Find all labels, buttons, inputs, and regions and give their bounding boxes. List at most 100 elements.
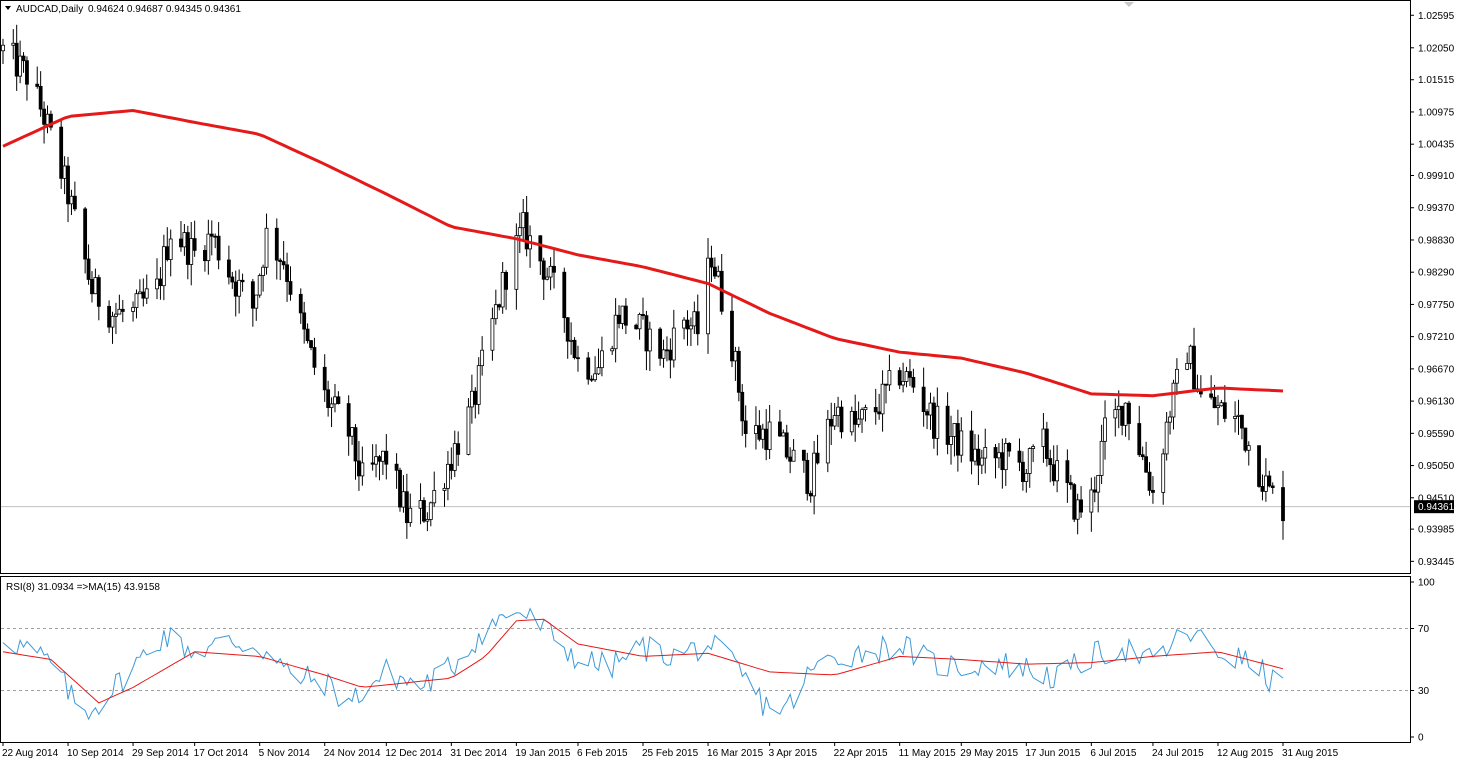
candle <box>466 398 471 456</box>
candle <box>240 273 245 292</box>
candle <box>877 393 882 420</box>
candle-body-bull <box>935 405 940 439</box>
candle-body-bear <box>740 391 745 422</box>
candle <box>644 310 649 371</box>
candle <box>1188 344 1193 370</box>
candle-body-bear <box>1222 402 1227 419</box>
candle-body-bull <box>1171 382 1176 418</box>
candle <box>1216 395 1220 426</box>
candle <box>565 317 570 359</box>
candle <box>49 110 53 131</box>
candle-body-bull <box>428 502 433 520</box>
candle-body-bear <box>312 347 317 368</box>
candle <box>805 452 810 501</box>
candle-body-bear <box>285 264 289 282</box>
candle <box>250 278 255 327</box>
candle-body-bear <box>524 212 529 250</box>
candle-body-bear <box>357 460 361 477</box>
candle-body-bull <box>432 490 437 504</box>
candle <box>1120 405 1125 436</box>
current-price-label: 0.94361 <box>1418 502 1455 513</box>
candle-body-bear <box>538 235 543 262</box>
candle <box>791 439 796 462</box>
candle <box>237 269 242 314</box>
time-tick-label: 3 Apr 2015 <box>769 748 818 759</box>
chart-shift-marker-icon[interactable] <box>1124 2 1134 7</box>
candle <box>757 410 762 442</box>
candle <box>209 220 214 256</box>
candle-body-bear <box>1020 461 1025 482</box>
candle-body-bull <box>161 246 166 287</box>
candle-body-bear <box>911 376 916 388</box>
candle-body-bear <box>784 432 789 458</box>
candle-body-bear <box>853 410 858 425</box>
price-tick-label: 0.98830 <box>1418 235 1455 246</box>
candle <box>671 309 676 368</box>
candle-body-bull <box>401 491 406 508</box>
candle-body-bear <box>623 305 628 326</box>
candle <box>767 404 772 460</box>
candle <box>665 336 669 362</box>
candle-body-bear <box>945 405 950 445</box>
candle <box>1079 486 1083 518</box>
candle-body-bull <box>1168 416 1172 423</box>
candle-body-bear <box>213 235 218 238</box>
candle <box>137 279 142 295</box>
candle-body-bull <box>264 227 269 268</box>
candle <box>278 258 283 281</box>
candle-body-bull <box>1188 345 1193 364</box>
candle <box>736 346 741 402</box>
candle <box>1027 447 1032 488</box>
candle <box>1092 476 1097 503</box>
candle-body-bear <box>634 324 639 330</box>
candle-body-bull <box>476 365 481 405</box>
candle-body-bear <box>120 308 125 312</box>
candle <box>983 428 988 474</box>
candle-body-bull <box>901 381 906 386</box>
candle <box>69 189 74 216</box>
candle-body-bull <box>144 288 149 299</box>
candle <box>446 451 450 501</box>
candle-body-bear <box>1079 499 1083 513</box>
candle <box>490 307 495 361</box>
candle <box>576 345 580 372</box>
candle-body-bull <box>1246 445 1251 451</box>
candle-body-bear <box>230 276 235 283</box>
candle <box>637 312 642 340</box>
candle-body-bear <box>764 428 769 450</box>
candle <box>179 221 183 252</box>
candle-body-bull <box>832 415 837 427</box>
candle <box>261 264 266 292</box>
time-tick-label: 29 May 2015 <box>960 748 1018 759</box>
candle <box>298 288 303 324</box>
time-tick-label: 29 Sep 2014 <box>132 748 189 759</box>
candle <box>548 257 553 291</box>
candle-body-bear <box>422 500 426 522</box>
candle <box>1270 482 1275 494</box>
candle-body-bear <box>298 293 303 314</box>
time-tick-label: 5 Nov 2014 <box>259 748 311 759</box>
candle <box>884 383 888 404</box>
candle-body-bull <box>155 278 159 290</box>
candle-body-bull <box>480 349 485 367</box>
candle <box>1099 424 1104 485</box>
candle-body-bull <box>117 308 122 315</box>
candle-body-bull <box>237 279 242 297</box>
candle-body-bear <box>1151 489 1155 493</box>
candle <box>333 383 337 413</box>
candle-body-bull <box>593 373 597 381</box>
candle-body-bull <box>836 406 840 416</box>
candle <box>887 354 892 392</box>
candle <box>288 266 293 301</box>
candle <box>617 305 621 329</box>
candle-body-bull <box>1003 442 1008 471</box>
symbol-menu-triangle-icon[interactable] <box>5 6 11 10</box>
candle <box>1185 352 1190 371</box>
candle <box>993 444 998 479</box>
time-tick-label: 24 Jul 2015 <box>1152 748 1204 759</box>
candle <box>836 396 840 428</box>
candle-body-bear <box>1192 345 1196 390</box>
candle <box>692 301 697 334</box>
candle-body-bull <box>469 390 474 408</box>
candle <box>1055 445 1060 493</box>
